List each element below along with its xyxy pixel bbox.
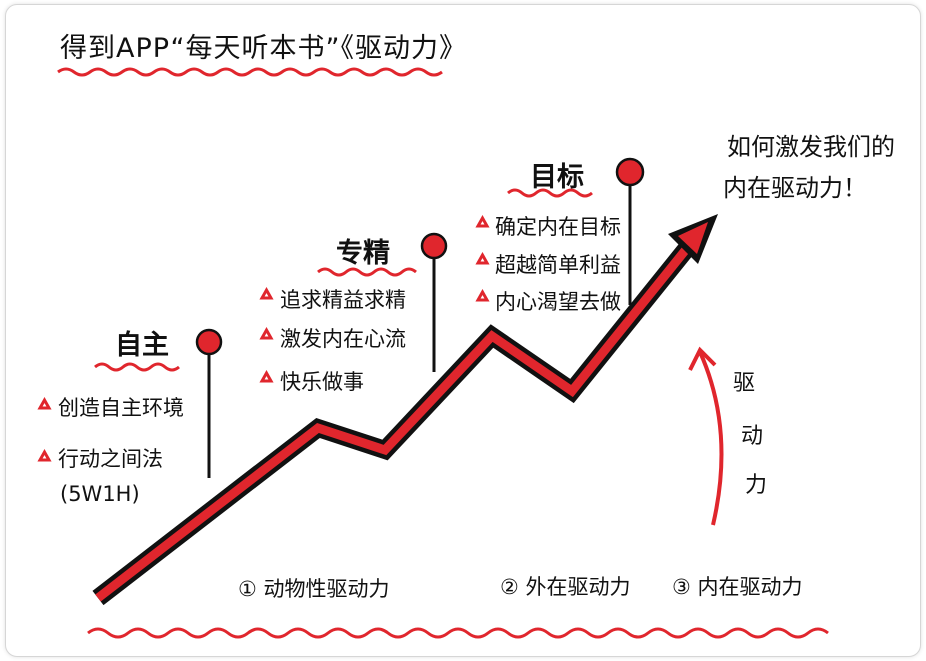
purpose-heading: 目标 bbox=[530, 162, 584, 193]
drive-label-char: 驱 bbox=[733, 371, 756, 396]
mastery-item: 追求精益求精 bbox=[280, 288, 406, 312]
goal-note-line2: 内在驱动力！ bbox=[723, 174, 867, 202]
drive-label-char: 力 bbox=[745, 473, 768, 498]
autonomy-pin bbox=[195, 328, 223, 478]
title-underline bbox=[57, 67, 443, 77]
goal-note-line1: 如何激发我们的 bbox=[727, 133, 895, 161]
autonomy-item: 创造自主环境 bbox=[58, 396, 184, 420]
drive-type-internal: ③ 内在驱动力 bbox=[672, 575, 803, 599]
drive-type-external: ② 外在驱动力 bbox=[500, 575, 631, 599]
mastery-item: 激发内在心流 bbox=[280, 327, 406, 351]
growth-arrow bbox=[92, 214, 718, 606]
autonomy-item: 行动之间法 bbox=[58, 447, 163, 471]
drive-type-animal: ① 动物性驱动力 bbox=[238, 577, 390, 601]
purpose-pin bbox=[615, 157, 645, 305]
drive-up-arrow bbox=[688, 346, 724, 526]
drive-label-char: 动 bbox=[741, 424, 764, 449]
mastery-item: 快乐做事 bbox=[280, 370, 364, 394]
purpose-item: 确定内在目标 bbox=[495, 215, 621, 239]
autonomy-heading: 自主 bbox=[115, 330, 169, 361]
autonomy-underline bbox=[94, 362, 180, 372]
mastery-underline bbox=[317, 267, 417, 277]
page-title: 得到APP“每天听本书”《驱动力》 bbox=[60, 33, 468, 64]
purpose-underline bbox=[507, 188, 593, 198]
mastery-heading: 专精 bbox=[336, 238, 390, 269]
purpose-item: 超越简单利益 bbox=[495, 253, 621, 277]
triangle-icon bbox=[37, 214, 490, 462]
mastery-pin bbox=[420, 232, 448, 372]
bottom-wavy-line bbox=[87, 627, 829, 639]
purpose-item: 内心渴望去做 bbox=[495, 290, 621, 314]
autonomy-item: (5W1H) bbox=[60, 482, 140, 506]
